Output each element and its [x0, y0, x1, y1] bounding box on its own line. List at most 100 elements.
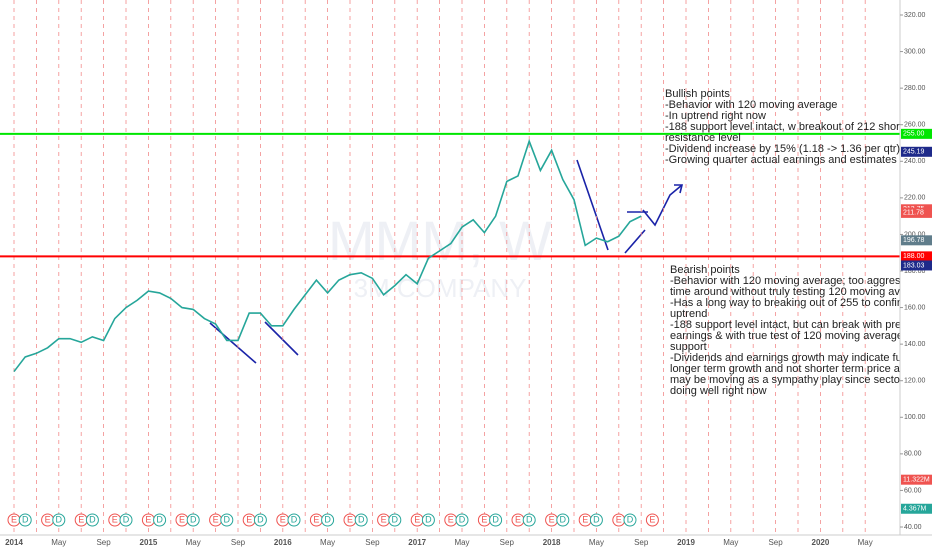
y-tick-label: 320.00 — [904, 12, 926, 19]
level-tag — [901, 251, 932, 262]
price-tag — [901, 207, 932, 218]
y-tick-label: 100.00 — [904, 414, 926, 421]
event-marker — [522, 513, 536, 527]
event-label: D — [425, 514, 432, 524]
x-tick-label: 2017 — [408, 538, 426, 547]
bearish-note: earnings & with true test of 120 moving … — [670, 330, 924, 342]
event-label: E — [616, 514, 622, 524]
bullish-note: -188 support level intact, w breakout of… — [665, 121, 920, 133]
level-tag-label: 188.00 — [903, 253, 925, 260]
volume-tag-label: 4.367M — [903, 506, 927, 513]
bullish-note: -Behavior with 120 moving average — [665, 99, 837, 111]
event-label: D — [392, 514, 399, 524]
event-label: D — [593, 514, 600, 524]
event-label: E — [549, 514, 555, 524]
event-marker — [119, 513, 133, 527]
y-tick-label: 200.00 — [904, 231, 926, 238]
bullish-note: resistance level — [665, 132, 741, 144]
event-label: E — [448, 514, 454, 524]
event-label: E — [414, 514, 420, 524]
event-marker — [253, 513, 267, 527]
event-label: E — [45, 514, 51, 524]
bearish-note: may be moving as a sympathy play since s… — [670, 374, 926, 386]
x-tick-label: Sep — [768, 538, 783, 547]
event-label: D — [560, 514, 567, 524]
volume-tag-label: 11.322M — [903, 477, 930, 484]
event-label: E — [179, 514, 185, 524]
event-label: E — [213, 514, 219, 524]
event-label: D — [22, 514, 29, 524]
event-label: D — [257, 514, 264, 524]
event-label: D — [190, 514, 197, 524]
event-marker — [354, 513, 368, 527]
price-tag — [901, 146, 932, 157]
x-tick-label: May — [51, 538, 66, 547]
event-marker — [388, 513, 402, 527]
event-label: E — [112, 514, 118, 524]
event-marker — [623, 513, 637, 527]
bearish-note: -Behavior with 120 moving average; too a… — [670, 275, 920, 287]
x-tick-label: Sep — [96, 538, 111, 547]
price-line — [13, 138, 642, 373]
event-label: D — [459, 514, 466, 524]
event-marker — [455, 513, 469, 527]
event-label: E — [347, 514, 353, 524]
bullish-note: Bullish points — [665, 88, 730, 100]
bullish-note: -Dividend increase by 15% (1.18 -> 1.36 … — [665, 143, 900, 155]
event-marker — [489, 513, 503, 527]
bearish-note: longer term growth and not shorter term … — [670, 363, 923, 375]
event-label: D — [56, 514, 63, 524]
event-label: E — [515, 514, 521, 524]
x-tick-label: Sep — [365, 538, 380, 547]
event-label: E — [649, 514, 655, 524]
x-tick-label: Sep — [500, 538, 515, 547]
bearish-note: uptrend — [670, 308, 707, 320]
event-label: D — [526, 514, 533, 524]
y-tick-label: 60.00 — [904, 487, 922, 494]
event-label: D — [358, 514, 365, 524]
event-marker — [287, 513, 301, 527]
x-tick-label: 2018 — [543, 538, 561, 547]
event-label: D — [291, 514, 298, 524]
bearish-note: -Has a long way to breaking out of 255 t… — [670, 297, 910, 309]
x-tick-label: Sep — [634, 538, 649, 547]
event-marker — [18, 513, 32, 527]
price-tag-label: 245.19 — [903, 149, 925, 156]
y-tick-label: 140.00 — [904, 341, 926, 348]
event-label: D — [492, 514, 499, 524]
bearish-note: time around without truly testing 120 mo… — [670, 286, 922, 298]
x-tick-label: May — [320, 538, 335, 547]
event-label: D — [324, 514, 331, 524]
bullish-note: -In uptrend right now — [665, 110, 766, 122]
bearish-note: Bearish points — [670, 264, 740, 276]
volume-tag — [901, 474, 932, 485]
x-tick-label: 2014 — [5, 538, 23, 547]
event-marker — [421, 513, 435, 527]
x-tick-label: 2020 — [812, 538, 830, 547]
x-tick-label: May — [589, 538, 604, 547]
bullish-note: -Growing quarter actual earnings and est… — [665, 154, 897, 166]
y-tick-label: 80.00 — [904, 451, 922, 458]
y-tick-label: 120.00 — [904, 378, 926, 385]
x-tick-label: May — [454, 538, 469, 547]
price-axis — [900, 0, 932, 550]
event-marker — [52, 513, 66, 527]
price-tag — [901, 235, 932, 246]
x-tick-label: 2019 — [677, 538, 695, 547]
event-marker — [153, 513, 167, 527]
level-tag-label: 255.00 — [903, 131, 925, 138]
bearish-note: -Dividends and earnings growth may indic… — [670, 352, 921, 364]
y-tick-label: 280.00 — [904, 85, 926, 92]
volume-tag — [901, 503, 932, 514]
event-marker — [85, 513, 99, 527]
event-label: E — [582, 514, 588, 524]
event-label: E — [11, 514, 17, 524]
y-tick-label: 260.00 — [904, 122, 926, 129]
x-tick-label: 2016 — [274, 538, 292, 547]
level-tag — [901, 128, 932, 139]
y-tick-label: 220.00 — [904, 195, 926, 202]
bearish-note: -188 support level intact, but can break… — [670, 319, 922, 331]
y-tick-label: 160.00 — [904, 304, 926, 311]
event-marker — [589, 513, 603, 527]
